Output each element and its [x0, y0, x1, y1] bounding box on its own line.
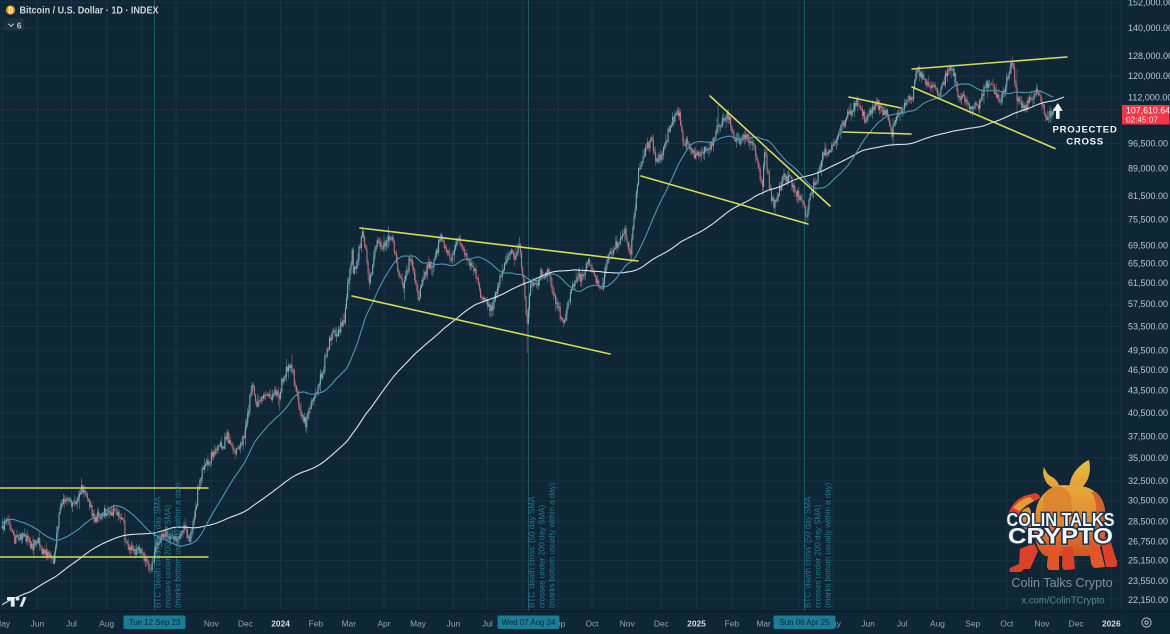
svg-text:112,000.00: 112,000.00 — [1128, 92, 1170, 102]
svg-text:Jul: Jul — [66, 618, 77, 628]
svg-text:75,500.00: 75,500.00 — [1128, 215, 1168, 225]
svg-text:30,500.00: 30,500.00 — [1128, 496, 1168, 506]
svg-text:May: May — [0, 618, 11, 628]
svg-text:Jun: Jun — [861, 618, 875, 628]
svg-text:Oct: Oct — [1000, 618, 1014, 628]
svg-text:2024: 2024 — [271, 618, 290, 628]
svg-text:Aug: Aug — [99, 618, 114, 628]
svg-text:Dec: Dec — [1069, 618, 1084, 628]
svg-text:02:45:07: 02:45:07 — [1126, 116, 1158, 125]
svg-text:Jun: Jun — [31, 618, 45, 628]
svg-text:46,500.00: 46,500.00 — [1128, 365, 1168, 375]
svg-text:Colin Talks Crypto: Colin Talks Crypto — [1011, 576, 1112, 590]
svg-text:61,500.00: 61,500.00 — [1128, 278, 1168, 288]
svg-text:65,500.00: 65,500.00 — [1128, 259, 1168, 269]
svg-text:2026: 2026 — [1102, 618, 1121, 628]
svg-text:(marks bottom usually within a: (marks bottom usually within a day) — [174, 482, 183, 608]
svg-text:PROJECTED: PROJECTED — [1053, 124, 1118, 135]
svg-text:BTC ‘death cross’ (50 day SMA: BTC ‘death cross’ (50 day SMA — [153, 496, 162, 608]
svg-text:43,500.00: 43,500.00 — [1128, 386, 1168, 396]
svg-text:120,000.00: 120,000.00 — [1128, 71, 1170, 81]
svg-text:140,000.00: 140,000.00 — [1128, 23, 1170, 33]
svg-text:69,500.00: 69,500.00 — [1128, 240, 1168, 250]
svg-text:x.com/ColinTCrypto: x.com/ColinTCrypto — [1022, 596, 1105, 607]
svg-text:Jun: Jun — [447, 618, 461, 628]
svg-text:CROSS: CROSS — [1066, 136, 1104, 147]
svg-text:Apr: Apr — [377, 618, 390, 628]
svg-text:37,500.00: 37,500.00 — [1128, 432, 1168, 442]
svg-text:2025: 2025 — [687, 618, 706, 628]
svg-text:Bitcoin / U.S. Dollar · 1D · I: Bitcoin / U.S. Dollar · 1D · INDEX — [20, 6, 159, 17]
svg-text:Sep: Sep — [965, 618, 980, 628]
svg-text:89,000.00: 89,000.00 — [1128, 164, 1168, 174]
svg-text:Nov: Nov — [620, 618, 636, 628]
svg-text:40,500.00: 40,500.00 — [1128, 408, 1168, 418]
svg-text:(marks bottom usually within a: (marks bottom usually within a day) — [824, 482, 833, 608]
svg-text:crosses under 200 day SMA): crosses under 200 day SMA) — [814, 505, 823, 608]
svg-text:COLIN TALKS: COLIN TALKS — [1007, 510, 1115, 530]
svg-text:28,500.00: 28,500.00 — [1128, 517, 1168, 527]
svg-text:81,500.00: 81,500.00 — [1128, 191, 1168, 201]
svg-text:Feb: Feb — [725, 618, 740, 628]
svg-text:crosses under 200 day SMA): crosses under 200 day SMA) — [164, 505, 173, 608]
svg-text:Dec: Dec — [238, 618, 253, 628]
svg-text:Mar: Mar — [342, 618, 357, 628]
svg-text:Mar: Mar — [756, 618, 771, 628]
svg-text:152,000.00: 152,000.00 — [1128, 0, 1170, 8]
svg-text:57,500.00: 57,500.00 — [1128, 299, 1168, 309]
svg-text:BTC ‘death cross’ (50 day SMA: BTC ‘death cross’ (50 day SMA — [803, 496, 812, 608]
svg-text:BTC ‘death cross’ (50 day SMA: BTC ‘death cross’ (50 day SMA — [527, 496, 536, 608]
svg-text:26,750.00: 26,750.00 — [1128, 536, 1168, 546]
svg-text:Wed 07 Aug 24: Wed 07 Aug 24 — [502, 618, 556, 627]
svg-text:107,610.64: 107,610.64 — [1126, 106, 1170, 116]
svg-text:22,150.00: 22,150.00 — [1128, 595, 1168, 605]
svg-text:96,500.00: 96,500.00 — [1128, 139, 1168, 149]
svg-text:23,550.00: 23,550.00 — [1128, 576, 1168, 586]
svg-text:Tue 12 Sep 23: Tue 12 Sep 23 — [129, 618, 181, 627]
svg-text:6: 6 — [17, 20, 22, 30]
svg-text:Oct: Oct — [585, 618, 599, 628]
svg-text:₿: ₿ — [8, 7, 14, 15]
svg-text:crosses under 200 day SMA): crosses under 200 day SMA) — [538, 505, 547, 608]
svg-text:Nov: Nov — [1035, 618, 1051, 628]
svg-text:CRYPTO: CRYPTO — [1008, 524, 1113, 549]
svg-text:25,150.00: 25,150.00 — [1128, 556, 1168, 566]
svg-text:Dec: Dec — [654, 618, 669, 628]
svg-text:128,000.00: 128,000.00 — [1128, 51, 1170, 61]
svg-text:Jul: Jul — [482, 618, 493, 628]
svg-text:(marks bottom usually within a: (marks bottom usually within a day) — [548, 482, 557, 608]
svg-text:32,500.00: 32,500.00 — [1128, 476, 1168, 486]
svg-text:Aug: Aug — [930, 618, 945, 628]
svg-text:Feb: Feb — [309, 618, 324, 628]
svg-text:Nov: Nov — [204, 618, 220, 628]
svg-text:49,500.00: 49,500.00 — [1128, 346, 1168, 356]
svg-text:53,500.00: 53,500.00 — [1128, 322, 1168, 332]
svg-text:Jul: Jul — [897, 618, 908, 628]
svg-text:Sun 06 Apr 25: Sun 06 Apr 25 — [779, 618, 830, 627]
svg-text:May: May — [410, 618, 427, 628]
svg-text:35,000.00: 35,000.00 — [1128, 453, 1168, 463]
